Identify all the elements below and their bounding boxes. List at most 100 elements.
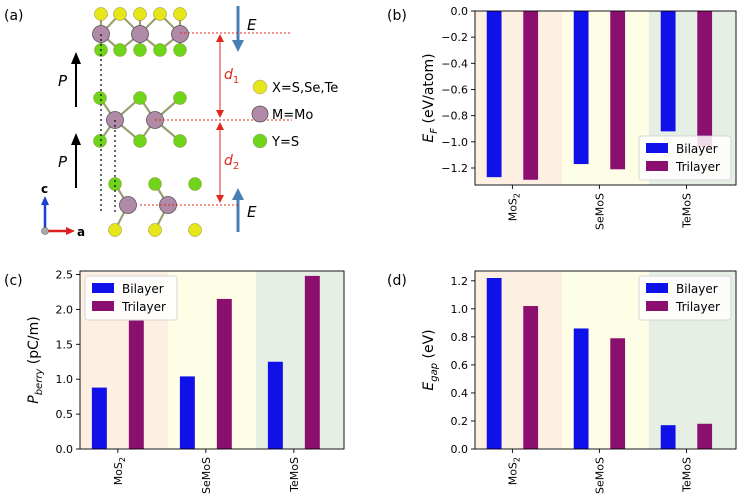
x-tick-label-0: MoS2 — [506, 457, 521, 485]
atom-m-0-2 — [171, 25, 189, 43]
atom-x-1-0 — [93, 91, 107, 105]
axis-triad — [41, 196, 75, 235]
atom-y-2-0 — [108, 223, 122, 237]
y-tick-label: 2.5 — [56, 268, 74, 281]
bar-trilayer-0 — [523, 11, 539, 180]
legend: Bilayer Trilayer — [638, 135, 732, 181]
atom-x-2-0 — [108, 177, 122, 191]
x-tick-label-0: MoS2 — [112, 457, 127, 485]
atom-x-2-2 — [188, 177, 202, 191]
y-tick-label: 1.5 — [56, 338, 74, 351]
atom-x-0-2 — [133, 7, 147, 21]
bar-bilayer-0 — [486, 11, 502, 178]
bar-bilayer-1 — [573, 11, 589, 165]
legend-label-bilayer: Bilayer — [676, 142, 718, 156]
y-tick-label: 2.0 — [56, 303, 74, 316]
atom-y-0-4 — [173, 43, 187, 57]
atom-y-0-3 — [153, 43, 167, 57]
atom-structure — [92, 7, 202, 237]
field-label-top: E — [247, 16, 257, 34]
bar-bilayer-1 — [573, 328, 589, 449]
y-tick-label: −0.6 — [441, 83, 468, 96]
y-tick-label: 0.5 — [56, 408, 74, 421]
atom-y-2-1 — [148, 223, 162, 237]
legend: Bilayer Trilayer — [84, 275, 178, 321]
atom-x-0-4 — [173, 7, 187, 21]
atom-legend-m-marker — [251, 105, 269, 123]
polarization-arrow-top — [71, 52, 81, 107]
y-axis-label: Pberry (pC/m) — [26, 316, 45, 403]
plot-frame — [474, 10, 737, 186]
x-tick-label-2: TeMoS — [680, 457, 693, 493]
bar-bilayer-2 — [267, 361, 283, 449]
legend: Bilayer Trilayer — [638, 275, 732, 321]
x-tick-label-1: SeMoS — [200, 457, 213, 494]
bar-trilayer-0 — [523, 306, 539, 449]
atom-x-2-1 — [148, 177, 162, 191]
x-tick-label-1: SeMoS — [593, 457, 606, 494]
d1-label: d1 — [224, 67, 239, 86]
polarization-label-bottom: P — [58, 153, 68, 171]
bar-bilayer-2 — [660, 11, 676, 132]
polarization-arrow-bottom — [71, 133, 81, 188]
y-tick-label: 0.0 — [451, 5, 469, 18]
y-tick-label: 0.0 — [56, 443, 74, 456]
bar-trilayer-1 — [610, 338, 626, 449]
polarization-label-top: P — [58, 72, 68, 90]
y-axis-label: EF (eV/atom) — [421, 53, 440, 142]
y-tick-label: −1.0 — [441, 136, 468, 149]
y-tick-label: 1.0 — [451, 303, 469, 316]
atom-y-1-2 — [173, 134, 187, 148]
panel-label-a: (a) — [4, 8, 24, 24]
atom-y-0-2 — [133, 43, 147, 57]
plot-frame — [79, 270, 345, 450]
bar-trilayer-1 — [610, 11, 626, 170]
legend-swatch-trilayer — [646, 161, 668, 171]
x-tick-label-2: TeMoS — [288, 457, 301, 493]
panel-label-d: (d) — [387, 273, 407, 289]
atom-x-0-0 — [94, 7, 108, 21]
chart-formation-energy: (b) 0.0 −0.2 −0.4 −0.6 −0.8 −1.0 −1.2 MoS2 SeMoS T… — [387, 5, 737, 230]
field-label-bottom: E — [247, 203, 257, 221]
atom-y-1-0 — [93, 134, 107, 148]
axis-c-label: c — [41, 182, 48, 196]
legend-swatch-bilayer — [646, 283, 668, 293]
bar-bilayer-2 — [660, 425, 676, 449]
atom-m-0-1 — [131, 25, 149, 43]
d2-label: d2 — [224, 153, 239, 172]
atom-y-0-1 — [113, 43, 127, 57]
y-tick-label: −0.2 — [441, 31, 468, 44]
atom-y-2-2 — [188, 223, 202, 237]
atom-legend-x-marker — [252, 79, 268, 95]
y-tick-label: 0.4 — [451, 387, 469, 400]
plot-frame — [474, 270, 737, 450]
atom-m-2-0 — [119, 196, 137, 214]
legend-swatch-bilayer — [92, 283, 114, 293]
bar-trilayer-2 — [697, 423, 713, 449]
layer-distance-guides — [140, 32, 292, 206]
bar-bilayer-0 — [486, 278, 502, 449]
atom-x-1-1 — [133, 91, 147, 105]
y-tick-label: 1.2 — [451, 275, 469, 288]
atom-y-1-1 — [133, 134, 147, 148]
field-arrow-top — [232, 6, 244, 52]
chart-berry-polarization: (c) 0.0 0.5 1.0 1.5 2.0 2.5 MoS2 SeMoS TeMoS Pberr… — [4, 268, 345, 494]
legend-label-trilayer: Trilayer — [675, 160, 720, 174]
atom-x-1-2 — [173, 91, 187, 105]
bar-bilayer-1 — [179, 376, 195, 449]
y-tick-label: 0.8 — [451, 331, 469, 344]
bar-trilayer-1 — [216, 298, 232, 449]
atom-legend-y-marker — [252, 133, 268, 149]
y-tick-label: −1.2 — [441, 162, 468, 175]
atom-legend-y-label: Y=S — [271, 135, 299, 150]
atom-legend-x-label: X=S,Se,Te — [272, 81, 338, 96]
y-tick-label: 0.0 — [451, 443, 469, 456]
panel-label-c: (c) — [4, 273, 23, 289]
legend-label-trilayer: Trilayer — [121, 300, 166, 314]
y-axis-label: Egap (eV) — [421, 329, 440, 390]
legend-label-bilayer: Bilayer — [676, 282, 718, 296]
bar-trilayer-0 — [128, 320, 144, 449]
bar-bilayer-0 — [91, 387, 107, 449]
x-tick-label-1: SeMoS — [593, 193, 606, 230]
atom-x-0-3 — [153, 7, 167, 21]
